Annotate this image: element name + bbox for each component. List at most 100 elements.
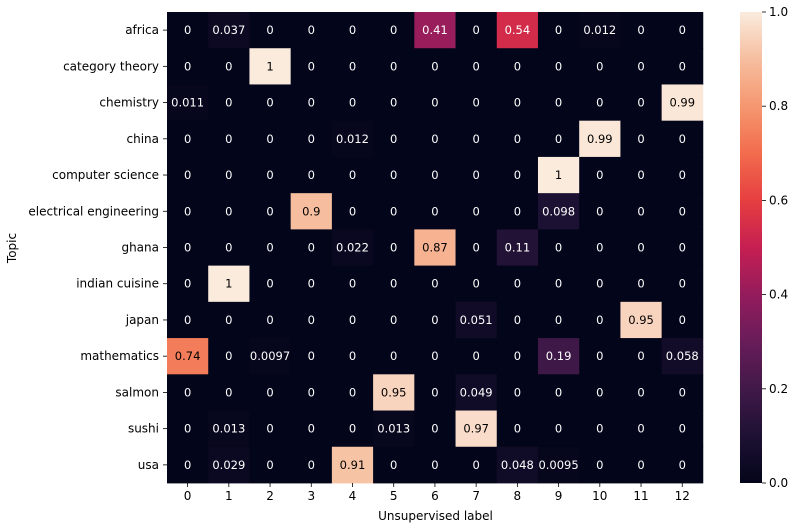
cell-value-label: 0 <box>679 277 686 291</box>
heatmap-cell <box>414 410 456 448</box>
cell-value-label: 0.99 <box>669 96 695 110</box>
cell-value-label: 0 <box>596 59 603 73</box>
heatmap-cell <box>537 338 580 375</box>
cell-value-label: 0 <box>308 23 315 37</box>
cell-value-label: 0 <box>390 59 397 73</box>
cell-value-label: 0 <box>349 313 356 327</box>
heatmap-cell <box>579 48 621 85</box>
heatmap-cell <box>496 156 539 194</box>
heatmap-cell <box>496 48 539 85</box>
cell-value-label: 0 <box>596 313 603 327</box>
cell-value-label: 0 <box>555 59 562 73</box>
cell-value-label: 0 <box>349 23 356 37</box>
y-tick-label: chemistry <box>99 96 159 110</box>
cell-value-label: 0 <box>266 385 273 399</box>
colorbar-tick-label: 0.2 <box>769 382 788 396</box>
heatmap-cell <box>331 374 374 411</box>
x-tick-label: 9 <box>555 489 563 503</box>
cell-value-label: 0.95 <box>381 385 407 399</box>
heatmap-cell <box>373 410 415 448</box>
heatmap-cell <box>290 193 333 230</box>
heatmap-cell <box>167 446 209 484</box>
heatmap-cell <box>620 410 663 448</box>
heatmap-cell <box>661 374 704 411</box>
cell-value-label: 0 <box>266 132 273 146</box>
heatmap-cell <box>290 338 333 375</box>
cell-value-label: 0 <box>596 458 603 472</box>
cell-value-label: 0 <box>431 168 438 182</box>
cell-value-label: 0 <box>225 59 232 73</box>
cell-value-label: 0.87 <box>422 241 448 255</box>
heatmap-cell <box>579 374 621 411</box>
cell-value-label: 0 <box>225 385 232 399</box>
heatmap-cell <box>620 84 663 122</box>
heatmap-cell <box>208 265 250 303</box>
heatmap-cell <box>620 156 663 194</box>
heatmap-cell <box>167 120 209 158</box>
heatmap-cell <box>496 193 539 230</box>
heatmap-cell <box>579 156 621 194</box>
cell-value-label: 0 <box>637 204 644 218</box>
heatmap-cell-labels: 0 0.037 0 0 0 0 0.41 0 0.54 0 0.012 0 0 0 0 1 0 0 0 0 0 0 0 0 0 0… <box>171 23 699 472</box>
cell-value-label: 0 <box>472 241 479 255</box>
cell-value-label: 0 <box>390 277 397 291</box>
heatmap-cell <box>373 446 415 484</box>
heatmap-cell <box>290 12 333 49</box>
cell-value-label: 0.74 <box>175 349 201 363</box>
cell-value-label: 0 <box>308 313 315 327</box>
cell-value-label: 0 <box>596 241 603 255</box>
heatmap-cell <box>249 12 292 49</box>
heatmap-cell <box>249 156 292 194</box>
heatmap-cell <box>249 48 292 85</box>
cell-value-label: 0 <box>472 277 479 291</box>
heatmap-cell <box>496 265 539 303</box>
cell-value-label: 0 <box>679 59 686 73</box>
heatmap-cell <box>414 301 456 339</box>
cell-value-label: 0 <box>349 59 356 73</box>
cell-value-label: 1 <box>225 277 232 291</box>
cell-value-label: 0 <box>472 59 479 73</box>
heatmap-cell <box>208 374 250 411</box>
cell-value-label: 0 <box>308 277 315 291</box>
cell-value-label: 0 <box>555 132 562 146</box>
heatmap-cell <box>373 265 415 303</box>
heatmap-cell <box>579 120 621 158</box>
cell-value-label: 0 <box>555 96 562 110</box>
heatmap-cell <box>579 301 621 339</box>
cell-value-label: 0 <box>184 168 191 182</box>
heatmap-cell <box>167 374 209 411</box>
cell-value-label: 0 <box>637 385 644 399</box>
cell-value-label: 0 <box>431 204 438 218</box>
heatmap-cell <box>290 446 333 484</box>
heatmap-cell <box>496 410 539 448</box>
heatmap-cell <box>537 410 580 448</box>
cell-value-label: 0 <box>266 96 273 110</box>
cell-value-label: 0 <box>308 458 315 472</box>
cell-value-label: 0.95 <box>628 313 654 327</box>
cell-value-label: 0 <box>514 385 521 399</box>
cell-value-label: 0 <box>555 313 562 327</box>
cell-value-label: 0 <box>390 204 397 218</box>
heatmap-cell <box>290 84 333 122</box>
heatmap-cell <box>249 446 292 484</box>
cell-value-label: 0 <box>266 458 273 472</box>
heatmap-cell <box>208 410 250 448</box>
cell-value-label: 0 <box>637 241 644 255</box>
heatmap-cell <box>620 48 663 85</box>
cell-value-label: 0.19 <box>546 349 572 363</box>
heatmap-cell <box>414 229 456 267</box>
heatmap-cell <box>167 229 209 267</box>
heatmap-cell <box>620 301 663 339</box>
heatmap-cell <box>661 156 704 194</box>
heatmap-cell <box>537 301 580 339</box>
heatmap-cell <box>208 84 250 122</box>
cell-value-label: 0 <box>390 349 397 363</box>
heatmap-cell <box>249 120 292 158</box>
x-tick-label: 11 <box>633 489 648 503</box>
cell-value-label: 0.022 <box>336 241 369 255</box>
heatmap-cell <box>661 229 704 267</box>
cell-value-label: 0 <box>514 96 521 110</box>
cell-value-label: 0.91 <box>340 458 366 472</box>
cell-value-label: 0 <box>679 204 686 218</box>
